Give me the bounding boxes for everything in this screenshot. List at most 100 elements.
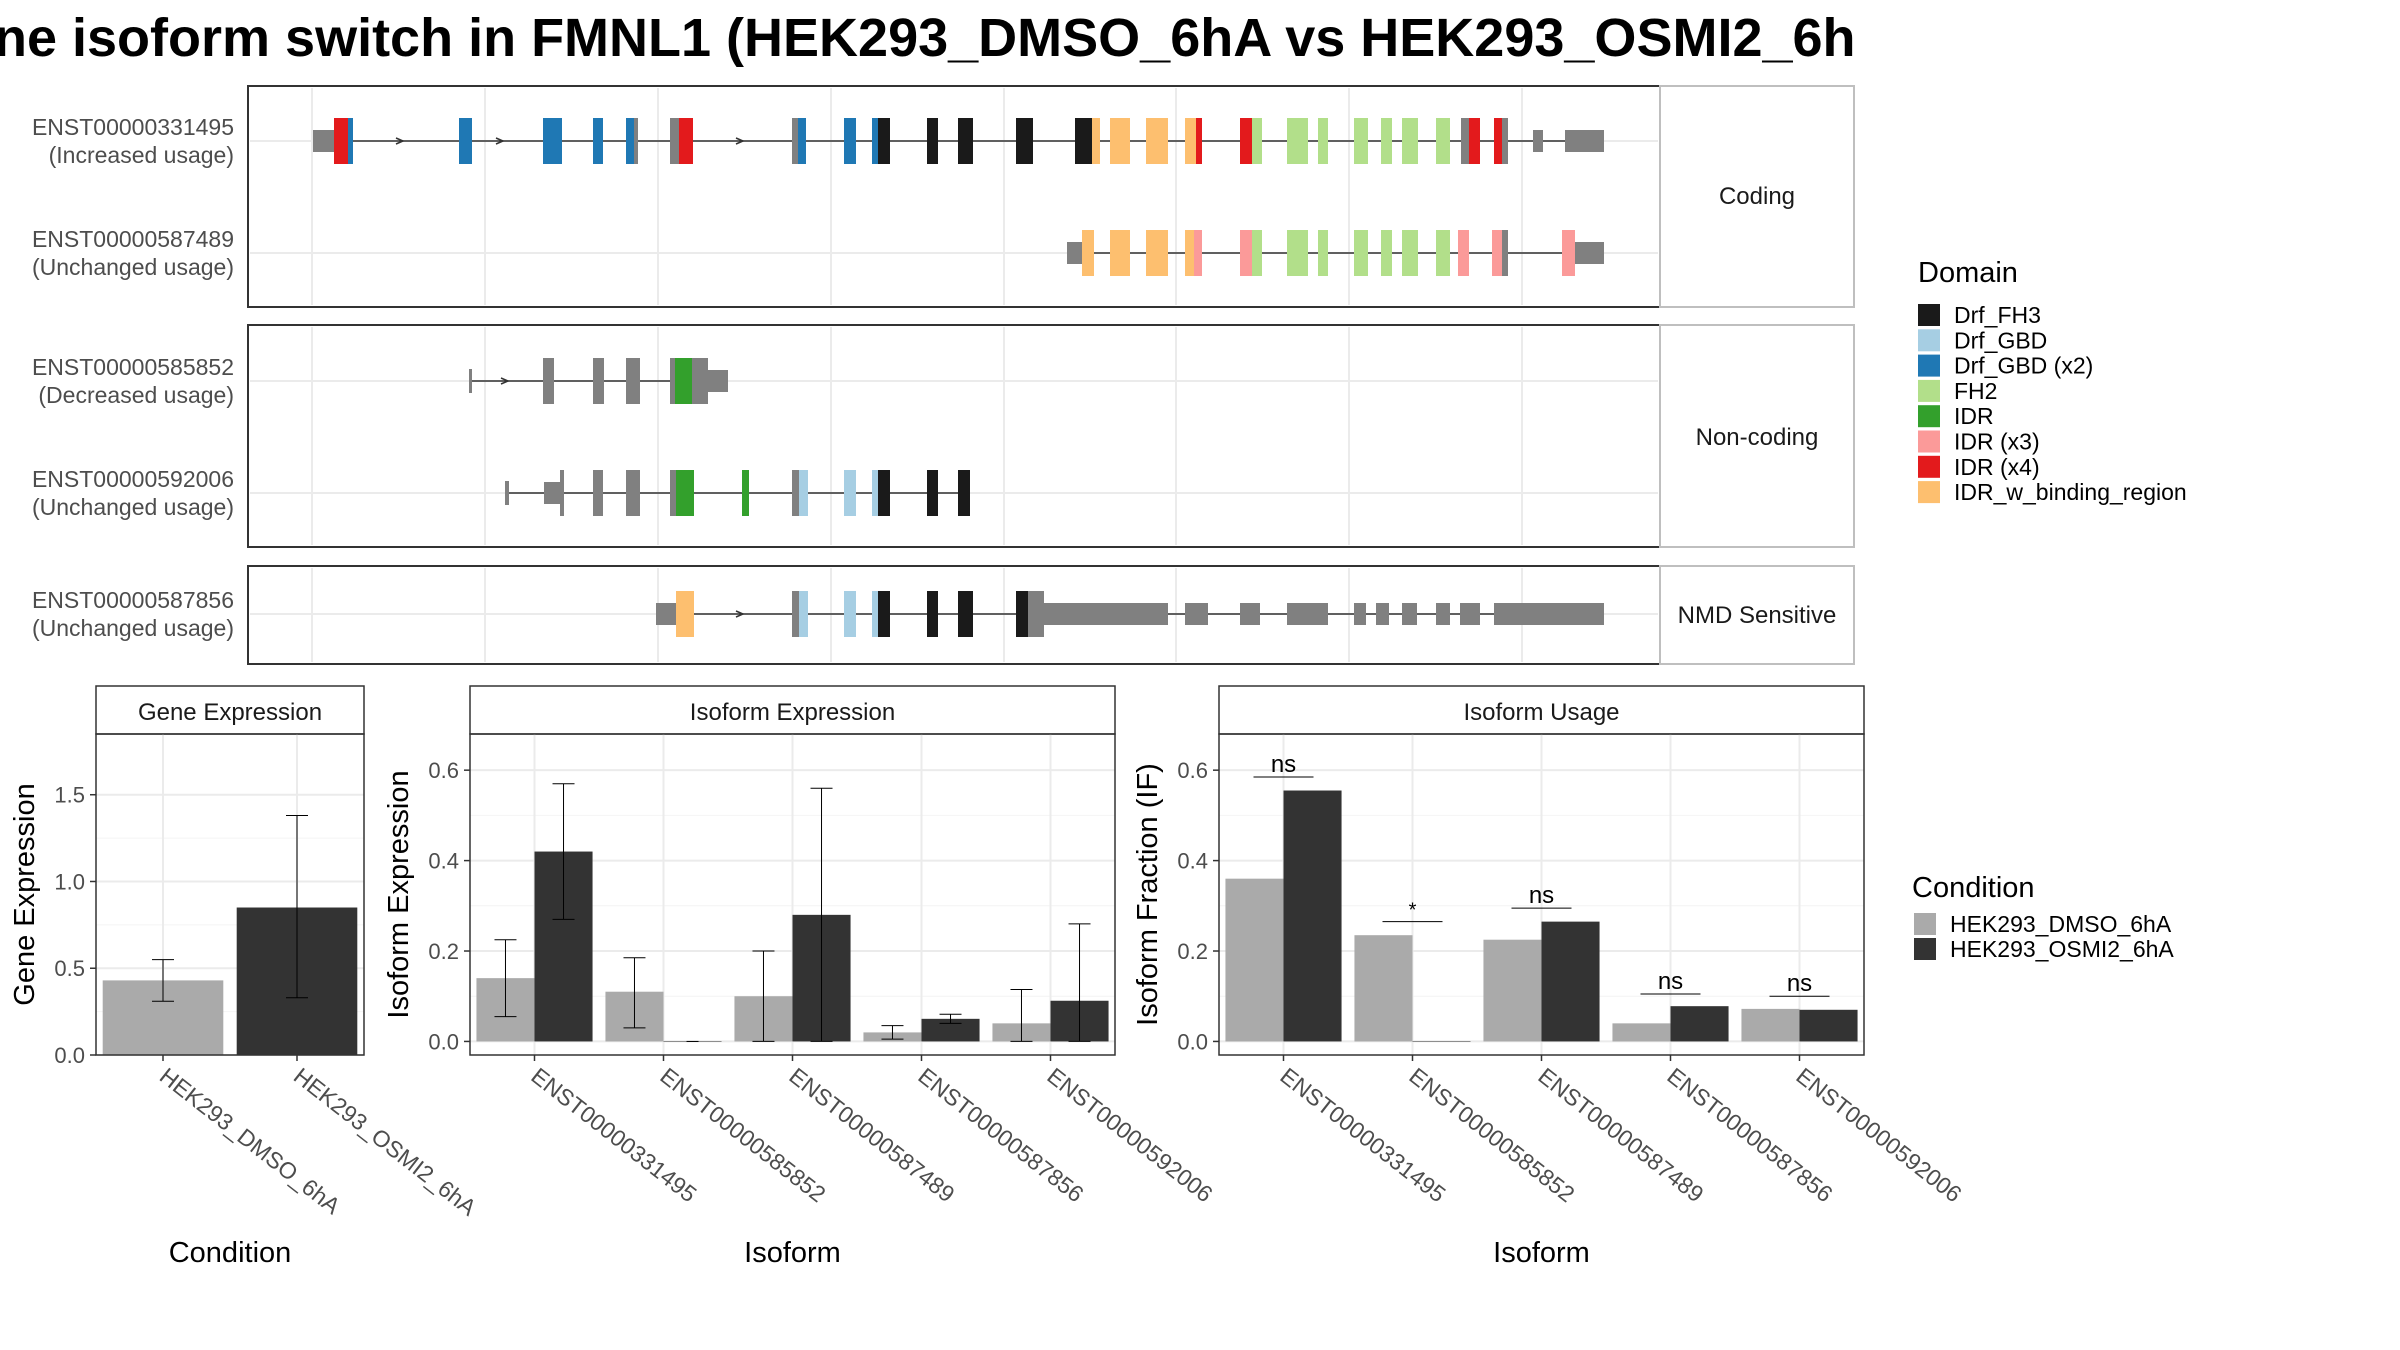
domain-exon <box>1469 118 1480 164</box>
transcript-592006 <box>505 470 970 516</box>
domain-exon <box>676 470 694 516</box>
isoform-label-331495: ENST00000331495 <box>32 114 234 140</box>
domain-exon <box>1381 118 1392 164</box>
y-tick-label: 0.5 <box>54 956 85 981</box>
exon <box>1376 603 1389 625</box>
bar <box>1541 921 1600 1042</box>
exon <box>708 370 728 392</box>
domain-exon <box>1458 230 1469 276</box>
domain-exon <box>799 470 808 516</box>
domain-exon <box>878 118 890 164</box>
exon <box>1575 242 1604 264</box>
isoform-structure-panel: Coding Non-coding NMD Sensitive ENST0000… <box>32 85 1855 665</box>
domain-exon <box>675 358 692 404</box>
domain-exon <box>1318 230 1328 276</box>
domain-key-0 <box>1918 304 1940 326</box>
exon <box>1436 603 1450 625</box>
domain-exon <box>798 118 806 164</box>
domain-exon <box>1110 118 1130 164</box>
exon <box>1502 230 1508 276</box>
exon <box>313 130 334 152</box>
domain-exon <box>1436 230 1450 276</box>
strand-arrow <box>735 610 745 618</box>
domain-label-1: Drf_GBD <box>1954 327 2047 353</box>
exon <box>1044 603 1168 625</box>
domain-exon <box>1402 118 1418 164</box>
domain-exon <box>927 470 938 516</box>
domain-exon <box>958 118 973 164</box>
bar <box>1283 790 1342 1042</box>
isoform-label-587856: ENST00000587856 <box>32 587 234 613</box>
isoform-label-592006: ENST00000592006 <box>32 466 234 492</box>
isoform-usage-587489: (Unchanged usage) <box>32 254 234 280</box>
isoform-label-585852: ENST00000585852 <box>32 354 234 380</box>
panel-strip <box>1218 685 1865 735</box>
bar <box>1670 1006 1729 1042</box>
domain-exon <box>1196 118 1202 164</box>
domain-exon <box>1562 230 1575 276</box>
isoform-expression-chart: Isoform Expression0.00.20.40.6ENST000003… <box>383 685 1218 1269</box>
exon <box>1565 130 1604 152</box>
domain-exon <box>1146 118 1168 164</box>
exon <box>656 603 676 625</box>
noncoding-strip <box>1659 324 1855 548</box>
x-axis-title: Condition <box>169 1237 292 1269</box>
domain-exon <box>1318 118 1328 164</box>
condition-label-dmso: HEK293_DMSO_6hA <box>1950 911 2172 937</box>
strand-arrow <box>735 137 745 145</box>
isoform-usage-587856: (Unchanged usage) <box>32 615 234 641</box>
isoform-usage-585852: (Decreased usage) <box>38 382 234 408</box>
bar <box>1412 1041 1471 1042</box>
y-tick-label: 0.2 <box>428 939 459 964</box>
coding-strip <box>1659 85 1855 308</box>
domain-legend-title: Domain <box>1918 257 2018 289</box>
bar <box>1483 939 1542 1042</box>
isoform-usage-331495: (Increased usage) <box>49 142 234 168</box>
bar <box>1612 1023 1671 1042</box>
x-axis-title: Isoform <box>744 1237 841 1269</box>
isoform-label-587489: ENST00000587489 <box>32 226 234 252</box>
domain-exon <box>878 470 890 516</box>
domain-exon <box>958 591 973 637</box>
domain-exon <box>1436 118 1450 164</box>
significance-label: ns <box>1787 970 1812 997</box>
panel-title: Gene Expression <box>138 699 322 726</box>
coding-strip-label: Coding <box>1719 183 1795 210</box>
panel-strip <box>95 685 365 735</box>
strand-arrow <box>500 377 510 385</box>
exon <box>670 470 676 516</box>
domain-label-2: Drf_GBD (x2) <box>1954 353 2093 379</box>
exon <box>626 358 640 404</box>
y-tick-label: 1.5 <box>54 783 85 808</box>
domain-label-3: FH2 <box>1954 378 1997 404</box>
transcript-587856 <box>656 591 1604 637</box>
domain-label-5: IDR (x3) <box>1954 429 2040 455</box>
exon <box>692 358 708 404</box>
y-tick-label: 0.0 <box>428 1029 459 1054</box>
domain-exon <box>334 118 348 164</box>
exon <box>1494 603 1604 625</box>
domain-exon <box>1252 118 1262 164</box>
domain-exon <box>626 118 634 164</box>
condition-legend-title: Condition <box>1912 872 2035 904</box>
domain-label-0: Drf_FH3 <box>1954 302 2041 328</box>
domain-exon <box>872 591 878 637</box>
exon <box>560 470 564 516</box>
y-tick-label: 0.2 <box>1177 939 1208 964</box>
y-axis-title: Isoform Fraction (IF) <box>1132 763 1164 1026</box>
domain-key-1 <box>1918 329 1940 352</box>
panel-border <box>95 733 365 1056</box>
exon <box>543 358 554 404</box>
transcript-models <box>313 118 1604 637</box>
domain-exon <box>1354 118 1368 164</box>
domain-key-2 <box>1918 354 1940 377</box>
bar <box>1799 1009 1858 1042</box>
noncoding-panel <box>247 324 1661 548</box>
domain-exon <box>679 118 693 164</box>
domain-exon <box>1381 230 1392 276</box>
domain-exon <box>1240 230 1252 276</box>
domain-exon <box>1240 118 1252 164</box>
exon <box>626 470 640 516</box>
domain-exon <box>844 118 856 164</box>
